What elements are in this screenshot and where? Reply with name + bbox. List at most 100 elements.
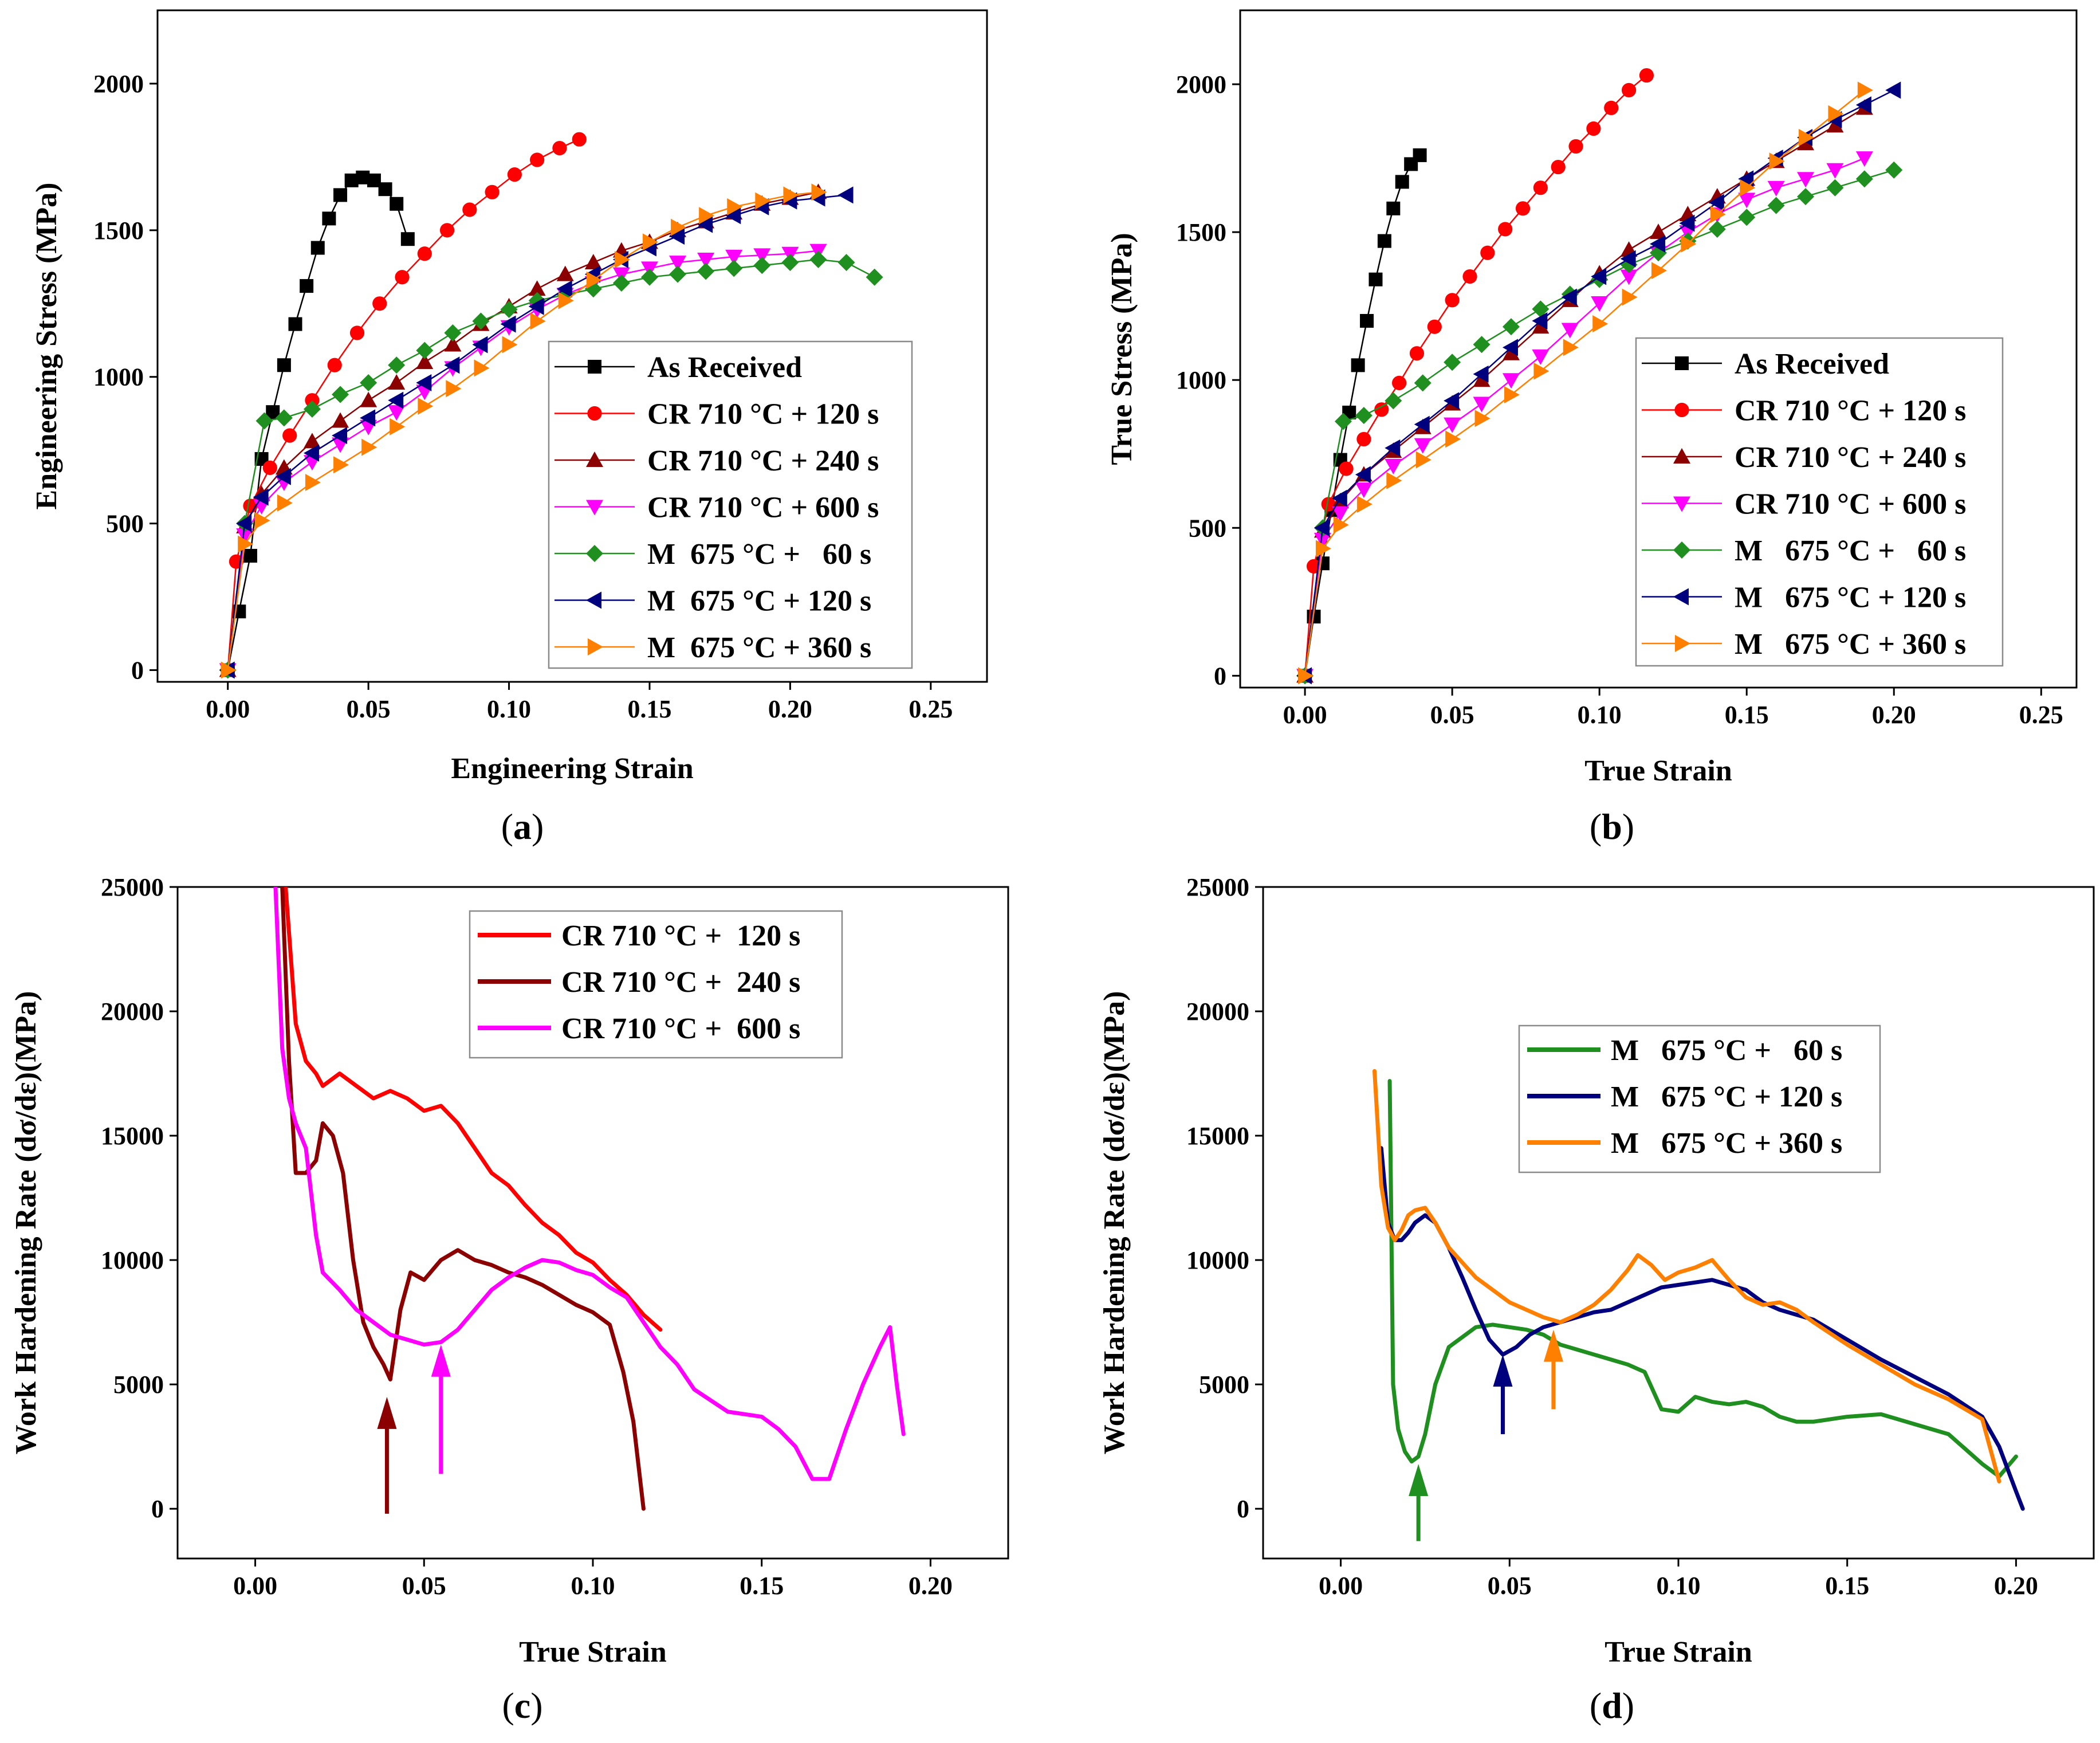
marker-point <box>360 391 377 407</box>
marker-point <box>1386 472 1402 489</box>
x-tick-label: 0.10 <box>1657 1572 1701 1600</box>
legend-label: M 675 °C + 60 s <box>1611 1034 1842 1067</box>
marker-point <box>332 386 349 403</box>
marker-point <box>1298 667 1314 685</box>
marker-point <box>1568 139 1583 154</box>
marker-point <box>1797 135 1815 151</box>
marker-point <box>322 211 336 226</box>
marker-point <box>588 360 601 374</box>
marker-point <box>390 197 404 211</box>
marker-point <box>586 500 603 516</box>
series-line <box>284 887 663 1332</box>
legend-label: CR 710 °C + 240 s <box>561 966 800 999</box>
marker-point <box>282 428 297 443</box>
marker-point <box>811 183 827 201</box>
marker-point <box>1674 402 1689 418</box>
marker-point <box>1679 214 1695 232</box>
marker-point <box>1561 288 1577 306</box>
x-tick-label: 0.15 <box>1725 701 1769 729</box>
legend-item: M 675 °C + 360 s <box>1642 628 1966 661</box>
legend-label: CR 710 °C + 240 s <box>1735 441 1966 474</box>
y-tick-label: 0 <box>1214 662 1226 690</box>
marker-point <box>697 253 715 269</box>
marker-point <box>866 268 883 286</box>
marker-point <box>472 336 488 354</box>
marker-point <box>1797 172 1815 188</box>
marker-point <box>1532 349 1550 365</box>
legend-item: CR 710 °C + 120 s <box>478 920 800 952</box>
marker-point <box>755 192 771 210</box>
legend-item: M 675 °C + 60 s <box>1642 535 1966 567</box>
marker-point <box>416 341 434 359</box>
legend-item: M 675 °C + 120 s <box>555 585 871 618</box>
arrow-head <box>431 1344 451 1377</box>
marker-point <box>1355 407 1373 425</box>
marker-point <box>1673 496 1690 512</box>
marker-point <box>1826 179 1844 197</box>
series-5 <box>219 251 883 679</box>
marker-point <box>528 297 544 315</box>
series-2 <box>1379 1146 2025 1511</box>
x-tick-label: 0.10 <box>571 1572 615 1600</box>
marker-point <box>262 460 277 475</box>
series-line <box>1373 1069 2001 1483</box>
marker-point <box>753 257 771 274</box>
x-tick-label: 0.25 <box>2019 701 2063 729</box>
legend: As Received CR 710 °C + 120 s CR 710 °C + … <box>548 340 913 669</box>
marker-point <box>1855 96 1871 114</box>
marker-point <box>1368 272 1383 286</box>
legend-item: M 675 °C + 120 s <box>1642 582 1966 614</box>
marker-point <box>725 260 743 277</box>
marker-point <box>1651 262 1667 280</box>
series-line <box>227 139 580 670</box>
marker-point <box>588 638 603 655</box>
marker-point <box>446 380 462 398</box>
marker-point <box>725 207 741 225</box>
marker-point <box>300 279 314 293</box>
marker-point <box>1591 268 1607 285</box>
marker-point <box>556 265 574 281</box>
marker-point <box>1331 506 1349 522</box>
marker-point <box>697 215 713 233</box>
marker-point <box>1622 288 1638 306</box>
panel-label-open: ( <box>502 1685 514 1726</box>
marker-point <box>572 132 587 147</box>
y-tick-label: 1500 <box>1176 218 1226 246</box>
marker-point <box>1385 458 1402 474</box>
legend-item: M 675 °C + 360 s <box>555 631 871 664</box>
marker-point <box>1444 417 1461 433</box>
legend-item: CR 710 °C + 240 s <box>478 966 800 999</box>
marker-point <box>586 545 603 562</box>
marker-point <box>669 265 687 283</box>
legend-label: M 675 °C + 60 s <box>647 538 871 571</box>
marker-point <box>1532 312 1548 329</box>
series-3 <box>273 887 906 1481</box>
marker-point <box>360 409 376 427</box>
marker-point <box>1673 541 1690 559</box>
marker-point <box>1675 356 1689 370</box>
panel-label-open: ( <box>501 806 513 847</box>
x-tick-label: 0.00 <box>1319 1572 1363 1600</box>
marker-point <box>1339 461 1354 476</box>
panel-label-open: ( <box>1590 806 1602 847</box>
legend-label: CR 710 °C + 600 s <box>647 492 879 524</box>
y-axis-label: True Stress (MPa) <box>1106 233 1138 465</box>
marker-point <box>1356 431 1371 447</box>
series-1 <box>1387 1079 2018 1479</box>
marker-point <box>1885 81 1901 99</box>
marker-point <box>388 391 404 409</box>
panel-label-close: ) <box>1622 1685 1634 1726</box>
marker-point <box>439 223 455 238</box>
marker-point <box>1474 410 1491 427</box>
marker-point <box>612 274 630 292</box>
y-tick-label: 5000 <box>113 1371 164 1399</box>
marker-point <box>528 280 546 296</box>
marker-point <box>1444 392 1460 410</box>
annotation-arrow <box>1543 1329 1563 1410</box>
x-tick-label: 0.10 <box>487 695 531 723</box>
marker-point <box>1710 206 1726 223</box>
marker-point <box>1551 159 1566 175</box>
marker-point <box>1473 365 1489 383</box>
marker-point <box>1315 540 1331 558</box>
legend-label: As Received <box>647 351 802 384</box>
